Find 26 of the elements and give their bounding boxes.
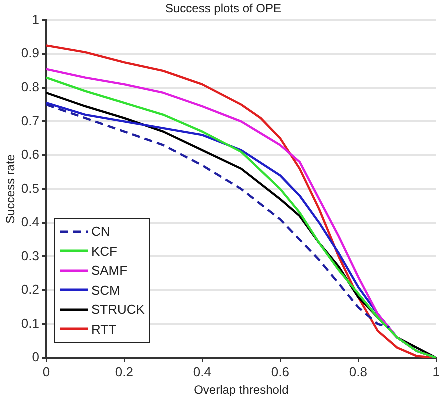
x-tick-label: 0.6 bbox=[271, 364, 290, 380]
x-tick-label: 1 bbox=[432, 364, 440, 380]
x-tick-label: 0 bbox=[42, 364, 50, 380]
legend-label: KCF bbox=[91, 242, 118, 260]
y-tick-label: 0 bbox=[32, 350, 40, 365]
legend-label: CN bbox=[91, 223, 110, 241]
chart-title: Success plots of OPE bbox=[165, 2, 282, 16]
y-tick-label: 0.1 bbox=[21, 316, 40, 331]
legend-label: SCM bbox=[91, 282, 120, 300]
legend-label: SAMF bbox=[91, 262, 128, 280]
y-tick-label: 0.7 bbox=[21, 113, 40, 128]
y-tick-label: 0.9 bbox=[21, 46, 40, 61]
legend-label: RTT bbox=[91, 320, 117, 338]
x-axis-title: Overlap threshold bbox=[194, 383, 289, 398]
y-tick-label: 0.2 bbox=[21, 282, 40, 298]
x-tick-label: 0.8 bbox=[349, 364, 368, 380]
y-tick-label: 0.8 bbox=[21, 80, 40, 94]
x-tick-label: 0.2 bbox=[115, 364, 134, 380]
y-axis-title: Success rate bbox=[4, 154, 18, 224]
y-tick-label: 0.3 bbox=[21, 248, 40, 264]
x-tick-label: 0.4 bbox=[193, 364, 212, 380]
y-tick-label: 0.5 bbox=[21, 180, 40, 196]
y-tick-label: 0.6 bbox=[21, 147, 40, 162]
legend-label: STRUCK bbox=[91, 301, 145, 319]
y-tick-label: 0.4 bbox=[21, 214, 40, 230]
y-tick-label: 1 bbox=[32, 12, 40, 27]
